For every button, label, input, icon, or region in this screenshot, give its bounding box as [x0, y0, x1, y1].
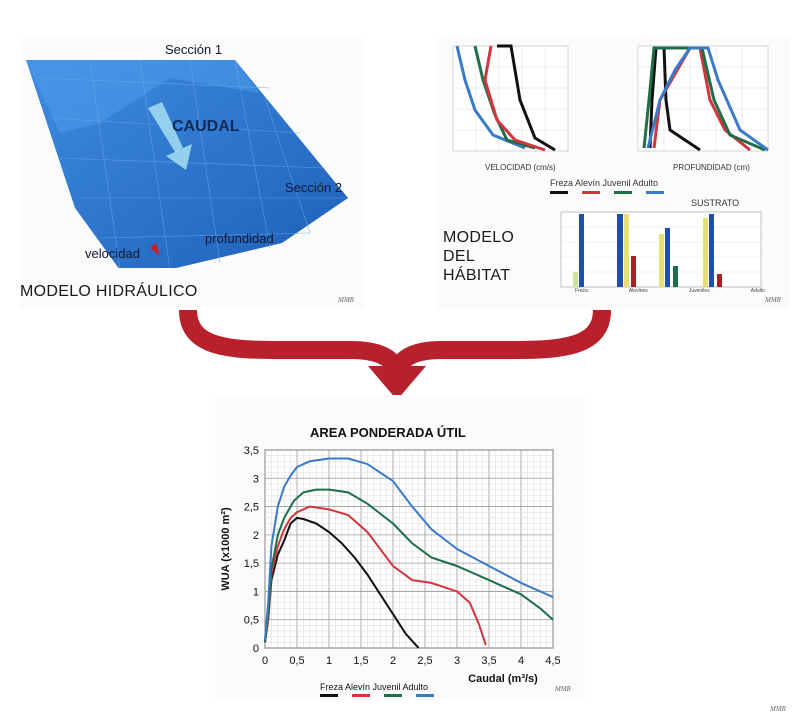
wua-legend: Freza Alevín Juvenil Adulto	[320, 682, 434, 697]
wua-legend-alevin-swatch	[352, 694, 370, 697]
section-2-label: Sección 2	[285, 180, 343, 195]
habitat-watermark: MMR	[765, 296, 781, 304]
wua-y-tick-label: 0,5	[244, 615, 259, 627]
substrate-title: SUSTRATO	[691, 198, 740, 208]
legend-alevin-swatch	[582, 191, 600, 194]
wua-y-tick-label: 0	[253, 643, 259, 655]
substrate-cat-freza: Freza	[575, 288, 588, 294]
wua-y-tick-label: 1	[253, 586, 259, 598]
substrate-cat-alevines: Alevines	[628, 288, 648, 294]
corner-watermark: MMR	[770, 705, 786, 713]
flow-arrow-icon	[148, 102, 192, 170]
legend-juvenil-swatch	[614, 191, 632, 194]
habitat-legend: Freza Alevín Juvenil Adulto	[550, 178, 664, 194]
wua-legend-freza-swatch	[320, 694, 338, 697]
wua-chart-panel: AREA PONDERADA ÚTIL 0 0,5 1 1,5 2 2,5 3 3,5 4 4,5…	[215, 395, 585, 700]
wua-x-tick-label: 3	[454, 655, 460, 667]
habitat-title-line2: DEL	[443, 248, 476, 265]
legend-freza-swatch	[550, 191, 568, 194]
wua-series-adulto-line	[264, 457, 554, 640]
wua-series-freza-line	[264, 516, 420, 649]
hydraulic-model-panel: Sección 1 CAUDAL Sección 2 velocidad pro…	[20, 38, 365, 308]
wua-chart-title: AREA PONDERADA ÚTIL	[310, 425, 466, 440]
depth-axis-label: PROFUNDIDAD (cm)	[673, 163, 750, 172]
wua-series-juvenil-line	[264, 488, 554, 643]
velocity-label: velocidad	[85, 246, 140, 261]
substrate-cat-juveniles: Juveniles	[688, 288, 710, 294]
wua-x-tick-label: 3,5	[481, 655, 496, 667]
wua-x-axis-label: Caudal (m³/s)	[468, 673, 538, 685]
habitat-legend-labels: Freza Alevín Juvenil Adulto	[550, 178, 659, 188]
legend-adulto-swatch	[646, 191, 664, 194]
substrate-category-labels: Freza Alevines Juveniles Adulto	[575, 288, 765, 294]
wua-y-axis-label: WUA (x1000 m²)	[220, 507, 232, 591]
wua-legend-juvenil-swatch	[384, 694, 402, 697]
wua-y-tick-label: 1,5	[244, 558, 259, 570]
velocity-axis-label: VELOCIDAD (cm/s)	[485, 163, 556, 172]
wua-legend-labels: Freza Alevín Juvenil Adulto	[320, 682, 429, 692]
substrate-bar-chart	[560, 211, 762, 288]
substrate-cat-adulto: Adulto	[750, 288, 765, 294]
depth-label: profundidad	[205, 231, 274, 246]
wua-y-tick-label: 2	[253, 530, 259, 542]
wua-y-tick-label: 3,5	[244, 445, 259, 457]
wua-x-tick-label: 1	[326, 655, 332, 667]
habitat-model-panel: VELOCIDAD (cm/s) PROFUNDIDAD (cm) Freza …	[435, 38, 790, 310]
velocity-suitability-chart	[452, 44, 569, 152]
wua-x-tick-label: 2,5	[417, 655, 432, 667]
wua-center-watermark: MMR	[555, 685, 571, 693]
wua-x-tick-label: 4	[518, 655, 524, 667]
wua-x-tick-label: 4,5	[545, 655, 560, 667]
wua-x-tick-label: 0,5	[289, 655, 304, 667]
converging-arrow-icon	[179, 309, 611, 400]
habitat-title-line3: HÁBITAT	[443, 267, 511, 284]
wua-line-chart: 0 0,5 1 1,5 2 2,5 3 3,5 4 4,5 0 0,5 1 1,5 2 2,5 3 3,5 Caud…	[220, 445, 561, 685]
section-1-label: Sección 1	[165, 42, 223, 57]
habitat-title-line1: MODELO	[443, 229, 515, 246]
wua-x-tick-label: 2	[390, 655, 396, 667]
wua-x-tick-label: 1,5	[353, 655, 368, 667]
flow-label: CAUDAL	[172, 118, 240, 135]
wua-y-tick-label: 2,5	[244, 502, 259, 514]
depth-suitability-chart	[637, 45, 769, 152]
wua-x-tick-label: 0	[262, 655, 268, 667]
hydraulic-watermark: MMR	[338, 296, 354, 304]
wua-plot-area	[264, 449, 554, 649]
river-reach-diagram	[26, 59, 348, 268]
wua-series-alevn-line	[264, 505, 487, 646]
wua-y-tick-label: 3	[253, 473, 259, 485]
hydraulic-model-title: MODELO HIDRÁULICO	[20, 283, 198, 300]
habitat-model-title: MODELO DEL HÁBITAT	[443, 228, 514, 285]
wua-legend-adulto-swatch	[416, 694, 434, 697]
velocity-marker-icon	[150, 243, 160, 256]
